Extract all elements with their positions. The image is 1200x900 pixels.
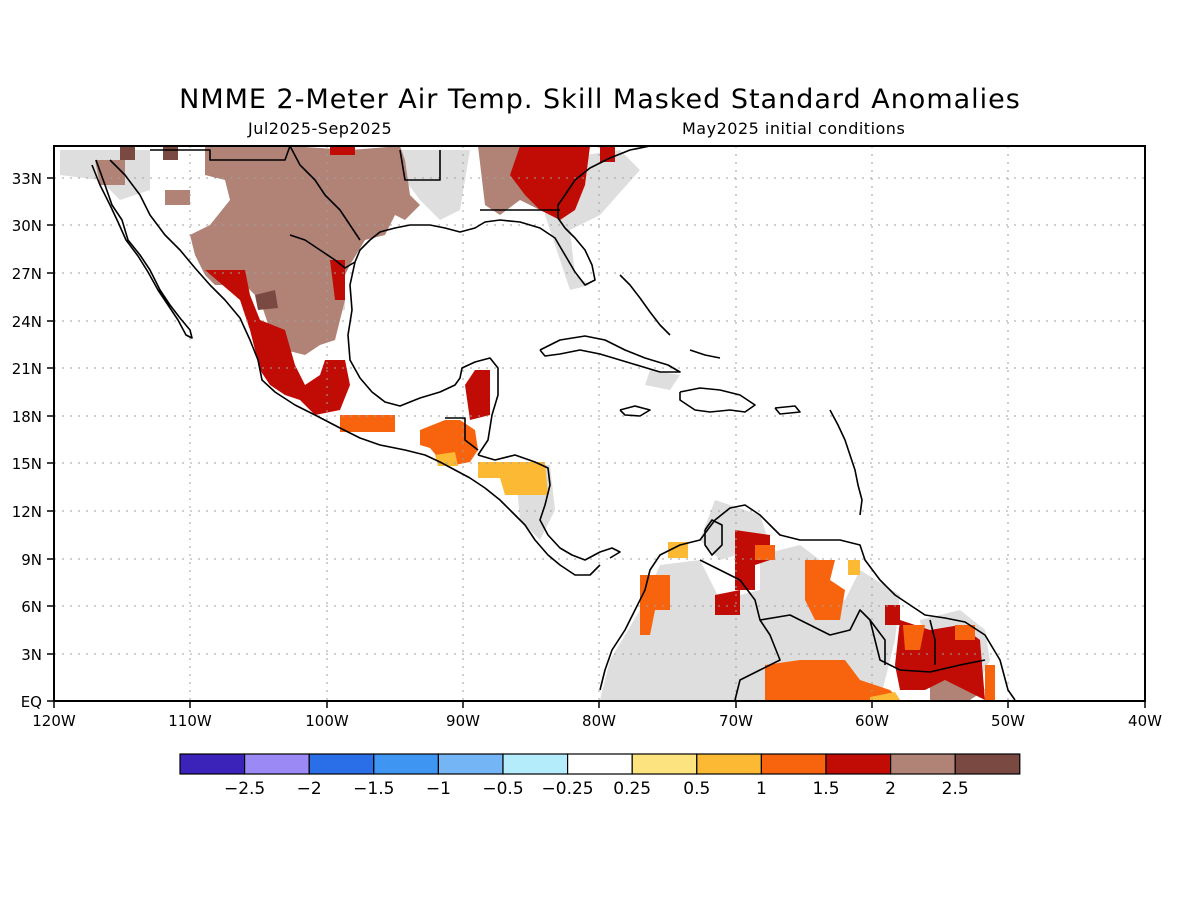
lon-label: 110W (168, 712, 212, 730)
lat-label: 24N (12, 313, 42, 331)
colorbar-swatch (502, 753, 569, 775)
lat-label: EQ (21, 693, 42, 711)
axis-ticks (47, 177, 1146, 708)
colorbar-labels: −2.5 −2 −1.5 −1 −0.5 −0.25 0.25 0.5 1 1.5 2 2.5 (224, 779, 969, 799)
lat-label: 3N (21, 646, 42, 664)
colorbar-swatch (373, 753, 439, 775)
colorbar-label: −2.5 (224, 779, 265, 799)
colorbar-swatch (244, 753, 310, 775)
latitude-labels: 33N 30N 27N 24N 21N 18N 15N 12N 9N 6N 3N… (12, 170, 42, 711)
colorbar-label: 0.5 (683, 779, 710, 799)
lon-label: 60W (855, 712, 889, 730)
initial-conditions: May2025 initial conditions (682, 119, 906, 138)
lat-label: 33N (12, 170, 42, 188)
map-field (54, 146, 1145, 701)
anomaly-1-to-1-5-regions (340, 415, 995, 700)
lon-label: 70W (719, 712, 753, 730)
map-title: NMME 2-Meter Air Temp. Skill Masked Stan… (179, 84, 1021, 115)
colorbar-swatch (566, 753, 633, 775)
lon-label: 50W (991, 712, 1025, 730)
lat-label: 27N (12, 265, 42, 283)
colorbar-swatch (308, 753, 375, 775)
colorbar-swatch (696, 753, 762, 775)
colorbar-swatch (179, 753, 246, 775)
lat-label: 12N (12, 503, 42, 521)
colorbar-label: 1 (756, 779, 767, 799)
lon-label: 40W (1128, 712, 1162, 730)
lat-label: 15N (12, 455, 42, 473)
colorbar-label: −2 (297, 779, 322, 799)
colorbar-label: −0.5 (482, 779, 523, 799)
coastlines (91, 146, 1016, 701)
lat-label: 6N (21, 598, 42, 616)
colorbar-label: −0.25 (542, 779, 594, 799)
colorbar-swatch (437, 753, 504, 775)
colorbar-label: 0.25 (613, 779, 651, 799)
colorbar-swatch (631, 753, 698, 775)
valid-period: Jul2025-Sep2025 (248, 119, 393, 138)
colorbar-swatch (889, 753, 956, 775)
longitude-labels: 120W 110W 100W 90W 80W 70W 60W 50W 40W (32, 712, 1162, 730)
lat-label: 21N (12, 360, 42, 378)
colorbar-label: 2 (885, 779, 896, 799)
lon-label: 80W (582, 712, 616, 730)
colorbar-swatch (825, 753, 892, 775)
colorbar-label: 1.5 (812, 779, 839, 799)
colorbar (179, 753, 1021, 775)
grid-lines (54, 146, 1145, 701)
lat-label: 9N (21, 551, 42, 569)
lon-label: 90W (446, 712, 480, 730)
lat-label: 30N (12, 217, 42, 235)
lon-label: 120W (32, 712, 76, 730)
lon-label: 100W (305, 712, 349, 730)
colorbar-label: −1.5 (353, 779, 394, 799)
colorbar-swatch (760, 753, 827, 775)
colorbar-label: −1 (426, 779, 451, 799)
lat-label: 18N (12, 408, 42, 426)
anomaly-0-5-to-1-regions (435, 452, 900, 700)
colorbar-swatch (954, 753, 1021, 775)
colorbar-label: 2.5 (942, 779, 969, 799)
